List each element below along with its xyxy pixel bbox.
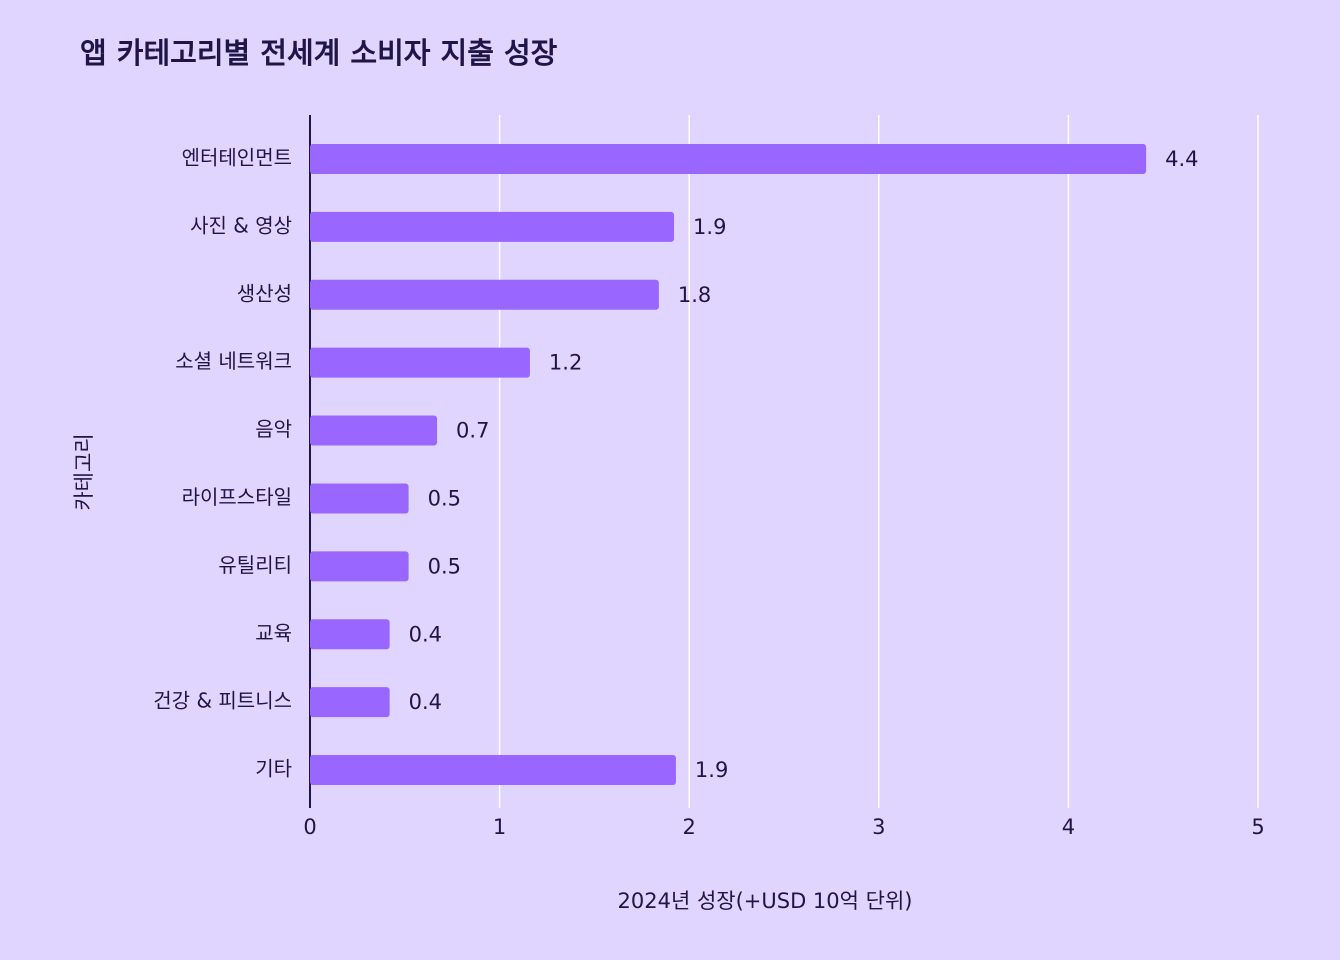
y-tick-label: 라이프스타일 (182, 485, 292, 509)
y-tick-label: 엔터테인먼트 (182, 145, 292, 169)
chart-title: 앱 카테고리별 전세계 소비자 지출 성장 (80, 36, 558, 70)
y-tick-label: 생산성 (237, 281, 292, 305)
bar (310, 483, 409, 514)
value-label: 0.7 (456, 419, 489, 443)
bar (310, 211, 675, 242)
y-tick-label: 건강 & 피트니스 (153, 689, 292, 713)
x-tick-label: 5 (1251, 815, 1264, 839)
value-label: 1.9 (695, 758, 728, 782)
y-tick-label: 소셜 네트워크 (175, 349, 292, 373)
bar (310, 551, 409, 582)
value-label: 4.4 (1165, 147, 1198, 171)
bar (310, 755, 676, 786)
value-label: 0.5 (428, 486, 461, 510)
x-tick-label: 4 (1062, 815, 1075, 839)
value-label: 0.5 (428, 554, 461, 578)
y-tick-label: 기타 (255, 757, 292, 781)
bar (310, 415, 438, 446)
y-tick-label: 유틸리티 (218, 553, 292, 577)
bar (310, 687, 390, 718)
bar (310, 143, 1147, 174)
bar (310, 279, 659, 310)
x-tick-label: 2 (683, 815, 696, 839)
x-tick-label: 1 (493, 815, 506, 839)
value-label: 0.4 (409, 690, 442, 714)
value-label: 0.4 (409, 622, 442, 646)
y-axis-label: 카테고리 (72, 433, 96, 510)
bar (310, 347, 530, 378)
value-label: 1.2 (549, 351, 582, 375)
x-tick-label: 0 (303, 815, 316, 839)
value-label: 1.8 (678, 283, 711, 307)
value-label: 1.9 (693, 215, 726, 239)
bar (310, 619, 390, 650)
x-axis-label: 2024년 성장(+USD 10억 단위) (618, 889, 913, 913)
y-tick-label: 음악 (255, 417, 292, 441)
y-tick-label: 교육 (255, 621, 292, 645)
x-tick-label: 3 (872, 815, 885, 839)
y-tick-label: 사진 & 영상 (190, 213, 292, 237)
